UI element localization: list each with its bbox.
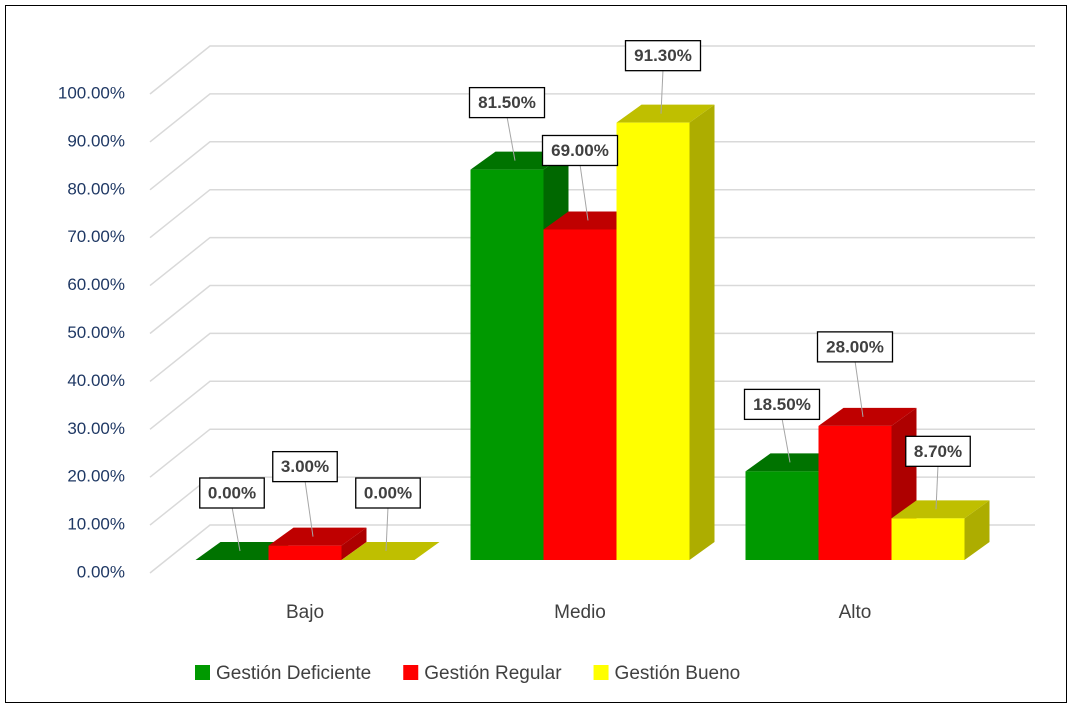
bar-front [268,545,342,560]
leader-line [579,164,589,221]
bar-top [616,104,715,123]
bar [616,104,715,560]
y-tick-label: 20.00% [67,467,125,486]
grid-line [149,428,1035,478]
legend-label: Gestión Bueno [615,663,741,684]
grid-line [149,141,1035,191]
grid-line [149,93,1035,143]
value-label: 8.70% [914,442,962,461]
leader-line [231,506,241,552]
bar-front [745,471,819,560]
bar-top [891,500,990,519]
grid-line [149,188,1035,239]
value-label-box [199,477,265,509]
y-tick-label: 30.00% [67,419,125,438]
bar-top [818,407,917,426]
bar [268,527,367,560]
value-label: 0.00% [364,483,412,502]
grid-line [149,45,1035,95]
bar-side [341,527,367,560]
leader-line [506,116,516,161]
leader-line [854,360,864,417]
bar-side [964,500,990,560]
y-tick-label: 10.00% [67,515,125,534]
value-label-box [468,86,546,119]
value-label: 0.00% [208,483,256,502]
bar [341,542,440,560]
value-label-box [355,477,421,509]
leader-line [935,465,939,510]
grid-line [149,236,1035,287]
value-label: 28.00% [826,337,884,356]
bar-front [616,122,690,560]
y-tick-label: 90.00% [67,131,125,150]
leader-line [304,480,314,537]
bar-front [818,425,892,560]
x-tick-label: Medio [554,602,606,623]
y-tick-label: 40.00% [67,371,125,390]
x-tick-label: Bajo [286,602,324,623]
value-label-box [816,331,894,363]
value-label: 3.00% [281,457,329,476]
value-label: 91.30% [634,46,692,65]
value-label-box [541,134,619,167]
y-tick-label: 80.00% [67,179,125,198]
legend-swatch [195,665,210,680]
leader-line [385,506,389,552]
y-tick-label: 100.00% [58,83,125,102]
leader-line [660,69,664,114]
bar-top [268,527,367,546]
legend-label: Gestión Deficiente [216,663,371,684]
grid-line [149,332,1035,382]
value-label-box [272,450,338,483]
value-label: 81.50% [478,93,536,112]
value-label: 18.50% [753,395,811,414]
bar-top [341,542,440,560]
value-label-box [905,435,971,467]
y-tick-label: 70.00% [67,227,125,246]
value-label-box [624,40,702,72]
value-label-box [743,388,821,421]
legend-swatch [403,665,419,680]
y-tick-label: 60.00% [67,275,125,294]
grid-line [149,380,1035,430]
bar-front [891,518,965,560]
x-tick-label: Alto [839,602,872,623]
bar-side [689,104,715,560]
grid-line [149,284,1035,335]
y-tick-label: 50.00% [67,323,125,342]
legend-label: Gestión Regular [424,663,562,684]
bar-front [470,169,544,561]
y-tick-label: 0.00% [77,562,125,581]
leader-line [781,418,791,463]
bar [891,500,990,560]
value-label: 69.00% [551,141,609,160]
legend-swatch [593,665,609,680]
bar-front [543,229,617,561]
